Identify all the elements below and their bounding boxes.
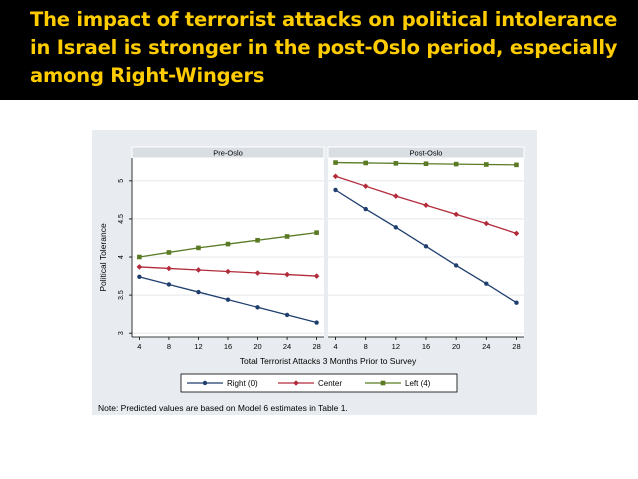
x-tick-label: 8 bbox=[167, 342, 171, 351]
x-tick-label: 16 bbox=[422, 342, 430, 351]
legend-marker bbox=[202, 380, 208, 386]
legend-label: Center bbox=[318, 379, 342, 388]
chart-figure: Pre-Oslo Post-Oslo 4 8 12 16 20 24 28 4 8 12 16 20 24… bbox=[92, 130, 537, 415]
x-tick-label: 12 bbox=[392, 342, 400, 351]
x-tick-label: 20 bbox=[253, 342, 261, 351]
legend-label: Right (0) bbox=[227, 379, 258, 388]
data-point bbox=[136, 264, 143, 270]
panel-label: Post-Oslo bbox=[410, 149, 443, 158]
y-tick-label: 5 bbox=[118, 179, 125, 183]
data-point bbox=[284, 312, 290, 318]
x-tick-label: 4 bbox=[333, 342, 337, 351]
legend-label: Left (4) bbox=[405, 379, 431, 388]
data-point bbox=[484, 281, 489, 286]
x-tick-label: 20 bbox=[452, 342, 460, 351]
legend-box bbox=[180, 373, 458, 393]
x-tick-label: 24 bbox=[283, 342, 291, 351]
data-point bbox=[255, 305, 260, 310]
data-point bbox=[423, 244, 429, 249]
data-point bbox=[333, 187, 338, 193]
data-point bbox=[225, 297, 231, 302]
data-point bbox=[514, 162, 519, 168]
data-point bbox=[166, 282, 172, 287]
y-tick-label: 4.5 bbox=[118, 214, 125, 224]
chart-svg: Pre-Oslo Post-Oslo 4 8 12 16 20 24 28 4 8 12 16 20 24… bbox=[98, 146, 525, 393]
data-point bbox=[484, 162, 489, 167]
data-point bbox=[423, 161, 429, 167]
data-point bbox=[314, 230, 319, 235]
data-point bbox=[137, 254, 142, 260]
data-point bbox=[225, 241, 231, 247]
data-point bbox=[362, 183, 369, 189]
x-tick-label: 4 bbox=[137, 342, 141, 351]
data-point bbox=[314, 320, 319, 325]
data-point bbox=[284, 234, 290, 239]
data-point bbox=[255, 237, 260, 243]
y-tick-label: 3 bbox=[118, 331, 125, 335]
data-point bbox=[483, 220, 490, 227]
figure-note: Note: Predicted values are based on Mode… bbox=[98, 403, 348, 413]
data-point bbox=[332, 173, 339, 180]
data-point bbox=[166, 265, 172, 272]
data-point bbox=[393, 225, 399, 230]
x-tick-label: 28 bbox=[312, 342, 320, 351]
data-point bbox=[196, 289, 201, 295]
data-point bbox=[137, 274, 142, 280]
x-axis-label: Total Terrorist Attacks 3 Months Prior t… bbox=[240, 356, 417, 366]
data-point bbox=[313, 273, 320, 279]
x-tick-label: 28 bbox=[512, 342, 520, 351]
data-point bbox=[393, 161, 399, 166]
data-point bbox=[284, 271, 290, 278]
y-tick-label: 3.5 bbox=[118, 290, 125, 300]
x-tick-label: 8 bbox=[364, 342, 368, 351]
y-axis-label: Political Tolerance bbox=[98, 223, 108, 292]
data-point bbox=[225, 268, 231, 275]
slide-title: The impact of terrorist attacks on polit… bbox=[30, 8, 618, 87]
panel-plot-area bbox=[132, 158, 324, 337]
data-point bbox=[453, 161, 459, 167]
legend-marker bbox=[293, 380, 299, 386]
data-point bbox=[196, 245, 201, 251]
data-point bbox=[166, 250, 172, 255]
data-point bbox=[514, 300, 519, 305]
legend-marker bbox=[380, 380, 386, 386]
data-point bbox=[453, 263, 459, 268]
y-tick-label: 4 bbox=[118, 255, 125, 259]
panel-label: Pre-Oslo bbox=[213, 149, 243, 158]
x-tick-label: 24 bbox=[482, 342, 490, 351]
slide-title-bar: The impact of terrorist attacks on polit… bbox=[0, 0, 638, 100]
data-point bbox=[393, 193, 399, 199]
x-tick-label: 12 bbox=[194, 342, 202, 351]
data-point bbox=[513, 230, 520, 237]
data-point bbox=[423, 202, 429, 209]
x-tick-label: 16 bbox=[224, 342, 232, 351]
data-point bbox=[363, 160, 368, 166]
data-point bbox=[333, 160, 338, 165]
data-point bbox=[363, 206, 368, 212]
data-point bbox=[254, 270, 261, 276]
